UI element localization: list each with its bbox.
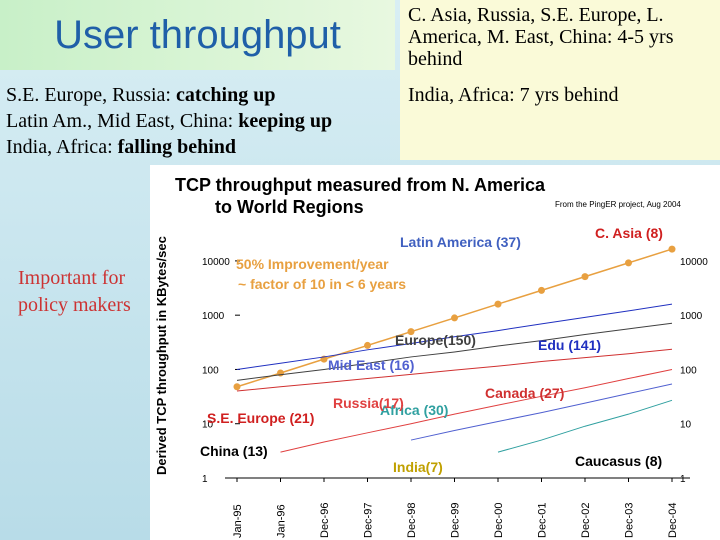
x-tick-label: Dec-00 — [493, 503, 505, 538]
y-tick-label: 1 — [202, 474, 208, 485]
series-label: 50% Improvement/year — [236, 256, 389, 272]
x-tick-label: Dec-97 — [363, 503, 375, 538]
note-emphasis: falling behind — [117, 136, 237, 158]
callout: C. Asia, Russia, S.E. Europe, L. America… — [400, 0, 720, 160]
y-tick-label: 100 — [202, 365, 219, 376]
point — [451, 314, 458, 322]
y-tick-label: 10 — [202, 420, 214, 431]
annotation: Latin America (37) — [400, 234, 521, 250]
annotation: India(7) — [393, 459, 443, 475]
side-note: Important for policy makers — [18, 267, 131, 316]
annotation: S.E. Europe (21) — [207, 410, 314, 426]
chart-title: TCP throughput measured from N. America t… — [175, 175, 546, 217]
series-label: Russia(17) — [333, 395, 404, 411]
series-label: Canada (27) — [485, 385, 564, 401]
chart-area: TCP throughput measured from N. America t… — [150, 165, 720, 540]
notes: S.E. Europe, Russia: catching up Latin Am… — [6, 82, 332, 160]
series-label: Europe(150) — [395, 332, 476, 348]
y-axis-label: Derived TCP throughput in KBytes/sec — [154, 236, 169, 475]
y-tick-label-right: 1 — [680, 474, 686, 485]
y-tick-label-right: 10 — [680, 420, 692, 431]
point — [581, 273, 589, 281]
annotation: C. Asia (8) — [595, 225, 663, 241]
x-tick-label: Dec-02 — [580, 503, 592, 538]
series-line — [236, 303, 673, 370]
x-tick-label: Dec-98 — [406, 503, 418, 538]
x-tick-label: Dec-96 — [319, 503, 331, 538]
note-emphasis: keeping up — [238, 110, 333, 132]
note-emphasis: catching up — [176, 84, 276, 106]
point — [407, 328, 415, 336]
series-label: Africa (30) — [380, 402, 448, 418]
y-tick-label: 1000 — [202, 311, 225, 322]
series-label: Mid East (16) — [328, 357, 414, 373]
series-line — [236, 322, 673, 381]
x-tick-label: Dec-01 — [537, 503, 549, 538]
source-note: From the PingER project, Aug 2004 — [555, 200, 681, 209]
point — [538, 286, 545, 294]
annotation: ~ factor of 10 in < 6 years — [238, 276, 406, 292]
series-line — [280, 368, 673, 453]
note-line: Latin Am., Mid East, China: keeping up — [6, 108, 332, 134]
y-tick-label: 10000 — [202, 257, 230, 268]
point — [625, 259, 632, 267]
callout-line: C. Asia, Russia, S.E. Europe, L. America… — [408, 4, 674, 70]
note-text: S.E. Europe, Russia: — [6, 84, 176, 106]
point — [233, 383, 241, 391]
x-tick-label: Jan-96 — [276, 504, 288, 538]
note-text: India, Africa: — [6, 136, 118, 158]
x-tick-label: Jan-95 — [232, 504, 244, 538]
point — [364, 341, 371, 349]
x-tick-label: Dec-03 — [624, 503, 636, 538]
slide-title: User throughput — [0, 0, 395, 70]
y-tick-label-right: 10000 — [680, 257, 708, 268]
series-line — [497, 399, 673, 453]
note-line: S.E. Europe, Russia: catching up — [6, 82, 332, 108]
point — [494, 300, 502, 308]
y-tick-label-right: 100 — [680, 365, 697, 376]
callout-line: India, Africa: 7 yrs behind — [408, 84, 619, 106]
x-tick-label: Dec-04 — [667, 503, 679, 538]
point — [668, 245, 676, 253]
note-line: India, Africa: falling behind — [6, 134, 332, 160]
series-line — [410, 383, 673, 441]
annotation: China (13) — [200, 443, 268, 459]
chart: TCP throughput measured from N. America t… — [154, 175, 708, 538]
series-label: Edu (141) — [538, 337, 601, 353]
series-line — [236, 348, 673, 392]
x-tick-label: Dec-99 — [450, 503, 462, 538]
annotation: Caucasus (8) — [575, 453, 662, 469]
note-text: Latin Am., Mid East, China: — [6, 110, 239, 132]
y-tick-label-right: 1000 — [680, 311, 703, 322]
